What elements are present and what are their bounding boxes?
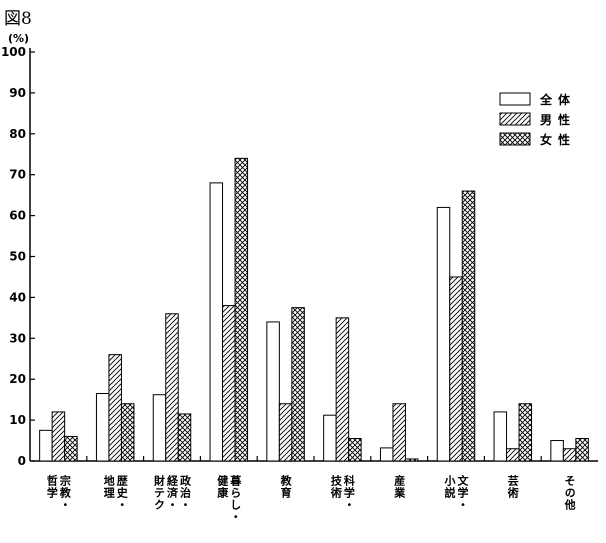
category-label: 哲学: [45, 474, 58, 499]
y-tick-label: 70: [9, 168, 26, 182]
y-tick-label: 40: [9, 290, 26, 304]
category-label: その他: [563, 475, 577, 511]
bar-hatch: [562, 448, 577, 462]
bar-blank: [95, 393, 110, 462]
y-tick-label: 60: [9, 209, 26, 223]
bar-blank: [39, 429, 53, 462]
legend-label: 男性: [540, 112, 576, 127]
bars-group: [39, 157, 589, 462]
bar-blank: [152, 394, 167, 462]
category-label: 技術: [329, 474, 343, 499]
legend-swatch-hatch: [499, 112, 531, 126]
legend-swatch-crosshatch: [499, 132, 531, 146]
legend-label: 女性: [540, 132, 576, 147]
bar-crosshatch: [348, 438, 362, 462]
y-tick-label: 30: [9, 331, 26, 345]
legend-label: 全体: [539, 92, 576, 107]
bar-crosshatch: [64, 435, 78, 462]
category-label: 教育: [279, 474, 293, 499]
category-label: 暮らし・: [229, 474, 243, 523]
category-label: 健康: [216, 474, 229, 499]
bar-crosshatch: [404, 458, 419, 462]
bar-hatch: [392, 403, 406, 462]
category-label: 地理: [102, 474, 115, 499]
bar-hatch: [506, 448, 520, 462]
bar-crosshatch: [461, 190, 476, 462]
bar-blank: [436, 206, 451, 462]
y-tick-label: 80: [9, 127, 26, 141]
category-label: 芸術: [506, 474, 520, 499]
category-label: 経済・: [166, 474, 179, 511]
bar-hatch: [165, 313, 179, 462]
y-tick-label: 20: [9, 372, 26, 386]
bar-crosshatch: [291, 307, 305, 462]
category-label: 財テク: [153, 474, 167, 511]
y-tick-label: 100: [1, 45, 26, 59]
bar-blank: [379, 447, 394, 462]
bar-blank: [209, 182, 224, 462]
y-tick-label: 50: [9, 250, 26, 264]
bar-hatch: [108, 354, 122, 462]
bar-blank: [550, 440, 564, 462]
bar-hatch: [278, 403, 293, 462]
category-label: 科学・: [342, 474, 355, 511]
category-label: 文学・: [456, 474, 469, 511]
bar-blank: [323, 414, 337, 462]
bar-hatch: [222, 305, 236, 462]
category-label: 宗教・: [58, 474, 72, 511]
bar-blank: [266, 321, 280, 462]
category-label: 歴史・: [115, 475, 128, 511]
bar-hatch: [51, 411, 66, 462]
y-axis-unit-label: (%): [8, 32, 29, 45]
x-axis-labels: 宗教・哲学 歴史・地理 政治・経済・財テク 暮らし・健康 教育 科学・技術 産業 文学・小説 芸…: [45, 456, 577, 523]
y-tick-label: 10: [9, 413, 26, 427]
bar-crosshatch: [120, 403, 135, 462]
bar-blank: [493, 411, 508, 462]
category-label: 政治・: [179, 474, 192, 511]
bar-crosshatch: [518, 403, 533, 462]
category-label: 小説: [443, 474, 457, 499]
figure-label: 図8: [4, 9, 32, 29]
bar-hatch: [449, 276, 463, 462]
category-label: 産業: [393, 474, 407, 499]
bar-crosshatch: [177, 413, 192, 462]
bar-crosshatch: [234, 157, 249, 462]
bar-hatch: [335, 317, 350, 462]
bar-crosshatch: [575, 438, 589, 462]
y-tick-label: 0: [18, 454, 26, 468]
legend-swatch-blank: [499, 92, 531, 106]
y-tick-label: 90: [9, 86, 26, 100]
